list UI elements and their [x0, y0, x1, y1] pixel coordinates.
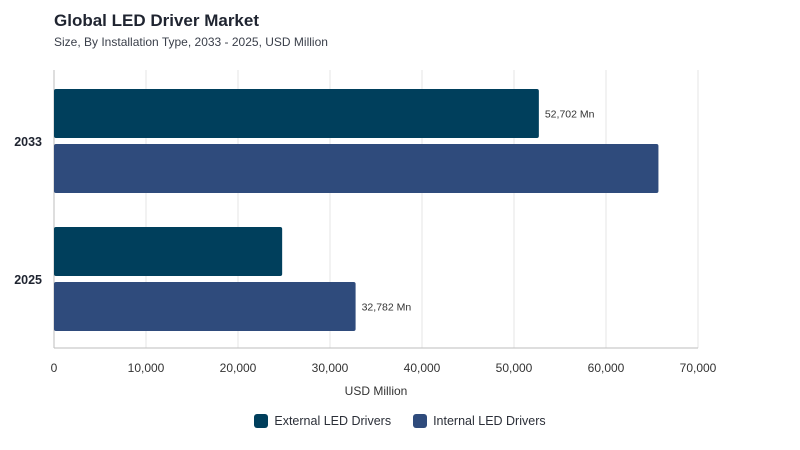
bar [54, 227, 283, 276]
x-tick-label: 0 [51, 361, 58, 375]
y-category-label: 2025 [14, 273, 42, 287]
legend-swatch-internal [413, 414, 428, 428]
bar [54, 89, 539, 138]
x-tick-label: 30,000 [312, 361, 349, 375]
y-category-label: 2033 [14, 135, 42, 149]
data-label: 32,782 Mn [362, 302, 412, 314]
x-tick-label: 60,000 [588, 361, 625, 375]
bar-chart: 0 10,000 20,000 30,000 40,000 50,000 60,000 70,… [14, 70, 717, 398]
chart-title: Global LED Driver Market [54, 11, 260, 30]
x-axis-title: USD Million [345, 384, 408, 398]
legend-label-external: External LED Drivers [274, 414, 392, 428]
data-label: 52,702 Mn [545, 109, 595, 121]
x-tick-label: 10,000 [128, 361, 165, 375]
legend-label-internal: Internal LED Drivers [433, 414, 546, 428]
bar [54, 282, 356, 331]
chart-subtitle: Size, By Installation Type, 2033 - 2025,… [54, 35, 328, 49]
x-tick-label: 70,000 [680, 361, 717, 375]
legend: External LED Drivers Internal LED Driver… [0, 414, 800, 428]
x-tick-label: 50,000 [496, 361, 533, 375]
legend-item-external[interactable]: External LED Drivers [254, 414, 391, 428]
bar [54, 144, 659, 193]
legend-item-internal[interactable]: Internal LED Drivers [413, 414, 546, 428]
legend-swatch-external [254, 414, 269, 428]
x-tick-label: 20,000 [220, 361, 257, 375]
x-tick-label: 40,000 [404, 361, 441, 375]
